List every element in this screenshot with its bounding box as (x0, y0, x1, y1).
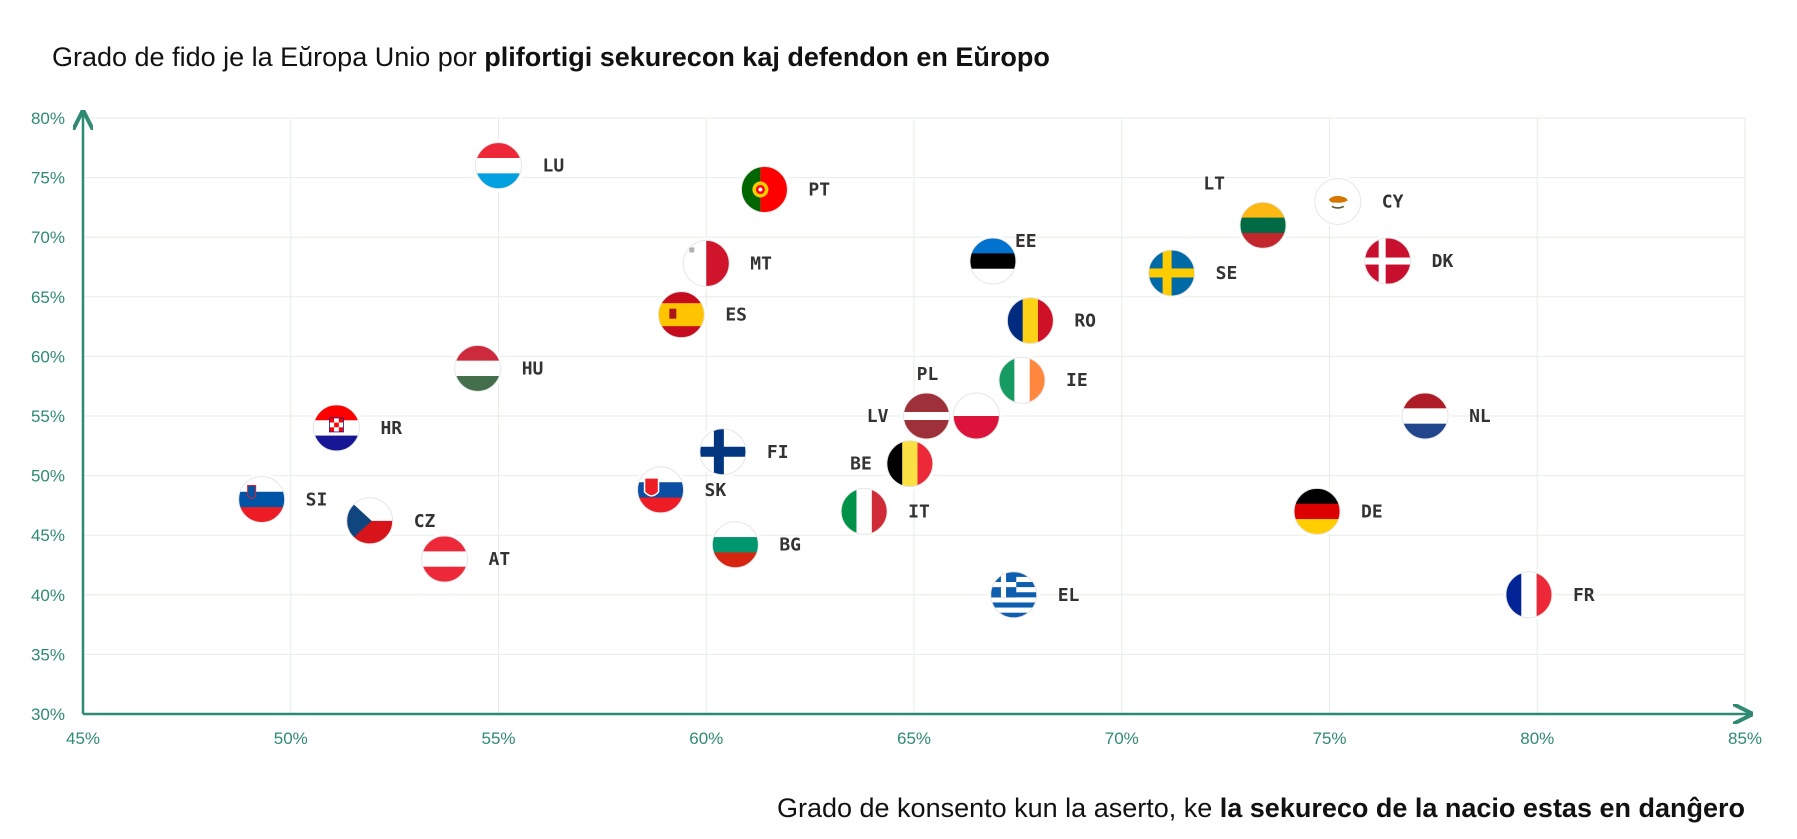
flag-marker-se[interactable] (1145, 246, 1198, 299)
point-label-be: BE (850, 454, 872, 475)
flag-marker-fr[interactable] (1502, 568, 1555, 621)
point-label-at: AT (488, 549, 510, 570)
x-tick-label: 45% (66, 729, 100, 748)
x-tick-label: 50% (274, 729, 308, 748)
point-label-sk: SK (705, 480, 727, 501)
flag-marker-it[interactable] (838, 485, 891, 538)
x-axis-title-emphasis: la sekureco de la nacio estas en danĝero (1219, 793, 1745, 823)
point-label-lv: LV (867, 406, 889, 427)
flag-marker-cy[interactable] (1311, 175, 1364, 228)
x-tick-label: 55% (481, 729, 515, 748)
point-label-ro: RO (1074, 311, 1096, 332)
chart-title-emphasis: plifortigi sekurecon kaj defendon en Eŭr… (484, 42, 1050, 72)
point-label-es: ES (725, 305, 747, 326)
y-tick-label: 45% (31, 526, 65, 545)
point-label-si: SI (306, 489, 328, 510)
y-tick-label: 55% (31, 407, 65, 426)
point-label-pl: PL (917, 364, 939, 385)
flag-marker-lv[interactable] (900, 390, 953, 442)
point-label-ee: EE (1015, 231, 1037, 252)
x-tick-label: 65% (897, 729, 931, 748)
flag-marker-ro[interactable] (1004, 294, 1057, 347)
point-label-pt: PT (808, 180, 830, 201)
point-label-bg: BG (779, 535, 801, 556)
point-label-de: DE (1361, 501, 1383, 522)
flag-marker-es[interactable] (655, 288, 708, 341)
x-axis-title-prefix: Grado de konsento kun la aserto, ke (776, 793, 1220, 823)
flag-marker-hr[interactable] (310, 401, 363, 454)
flag-marker-ie[interactable] (996, 354, 1049, 407)
flag-marker-hu[interactable] (451, 342, 504, 395)
x-tick-label: 75% (1312, 729, 1346, 748)
point-label-lt: LT (1203, 173, 1225, 194)
y-tick-label: 75% (31, 169, 65, 188)
y-tick-label: 50% (31, 467, 65, 486)
flag-marker-lu[interactable] (472, 139, 525, 192)
point-label-dk: DK (1432, 251, 1454, 272)
point-label-cy: CY (1382, 191, 1404, 212)
y-tick-label: 40% (31, 586, 65, 605)
point-label-it: IT (908, 501, 930, 522)
point-label-hr: HR (380, 418, 402, 439)
flag-marker-de[interactable] (1291, 485, 1344, 538)
point-label-nl: NL (1469, 406, 1491, 427)
x-tick-label: 70% (1105, 729, 1139, 748)
y-tick-label: 30% (31, 705, 65, 724)
flag-marker-ee[interactable] (966, 235, 1019, 288)
flag-marker-lt[interactable] (1237, 199, 1290, 252)
point-label-mt: MT (750, 253, 772, 274)
x-tick-label: 60% (689, 729, 723, 748)
flag-marker-nl[interactable] (1399, 390, 1452, 442)
point-label-cz: CZ (414, 511, 436, 532)
flag-marker-mt[interactable] (680, 237, 733, 290)
x-axis-title: Grado de konsento kun la aserto, ke la s… (545, 793, 1745, 824)
point-label-hu: HU (522, 358, 544, 379)
x-tick-label: 80% (1520, 729, 1554, 748)
y-tick-label: 65% (31, 288, 65, 307)
tick-labels: 45% 50% 55% 60% 65% 70% 75% 80% 85% 30% 35% 40% 45% 5… (31, 109, 1762, 748)
chart-title: Grado de fido je la Eŭropa Unio por plif… (52, 42, 1652, 73)
point-label-fi: FI (767, 442, 789, 463)
flag-marker-cz[interactable] (343, 494, 396, 547)
flag-marker-pt[interactable] (738, 163, 791, 216)
x-tick-label: 85% (1728, 729, 1762, 748)
y-tick-label: 35% (31, 645, 65, 664)
point-label-ie: IE (1066, 370, 1088, 391)
point-label-se: SE (1216, 263, 1238, 284)
point-label-lu: LU (543, 156, 565, 177)
y-tick-label: 80% (31, 109, 65, 128)
data-points: LU PT MT ES HU HR SI CZ AT SK FI BG IT BE LV PL IE EE RO EL… (235, 139, 1595, 621)
point-label-el: EL (1058, 585, 1080, 606)
point-label-fr: FR (1573, 585, 1595, 606)
flag-marker-si[interactable] (235, 473, 288, 526)
flag-marker-el[interactable] (987, 568, 1040, 621)
flag-marker-dk[interactable] (1361, 235, 1414, 288)
chart-title-prefix: Grado de fido je la Eŭropa Unio por (52, 42, 485, 72)
y-tick-label: 70% (31, 228, 65, 247)
axes (83, 112, 1751, 714)
flag-marker-bg[interactable] (709, 518, 762, 571)
flag-marker-be[interactable] (883, 437, 936, 490)
flag-marker-sk[interactable] (634, 463, 687, 516)
y-tick-label: 60% (31, 347, 65, 366)
flag-marker-pl[interactable] (950, 390, 1003, 442)
flag-marker-fi[interactable] (696, 425, 749, 478)
flag-marker-at[interactable] (418, 533, 471, 586)
